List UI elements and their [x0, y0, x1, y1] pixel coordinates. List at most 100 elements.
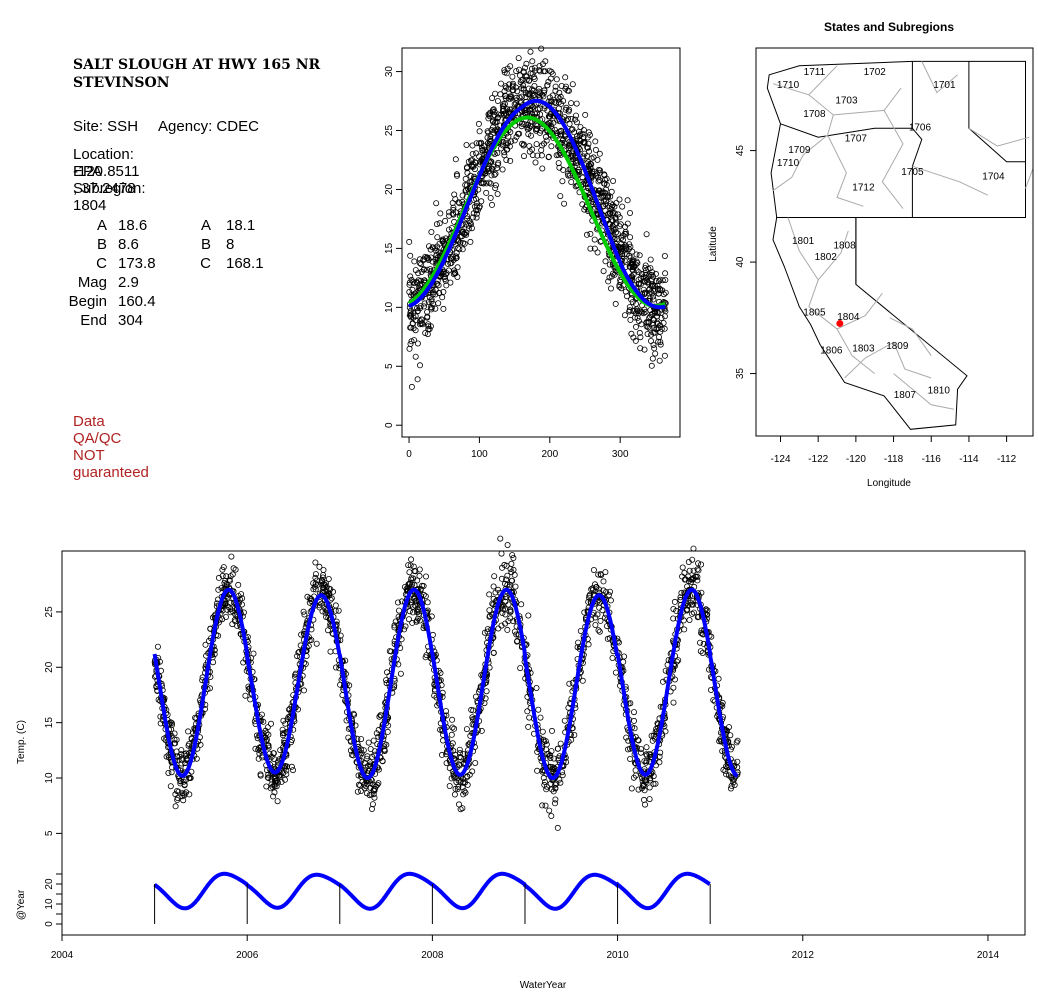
scatter-point	[609, 201, 616, 208]
scatter-point	[407, 273, 414, 280]
x-tick-label: 100	[471, 449, 488, 460]
scatter-point	[568, 178, 575, 185]
scatter-point	[476, 128, 483, 135]
scatter-point	[443, 282, 450, 289]
param-value: 8.6	[118, 236, 139, 253]
scatter-point	[555, 160, 562, 167]
scatter-point	[627, 316, 634, 323]
scatter-point	[515, 55, 522, 62]
scatter-point	[486, 179, 493, 186]
scatter-point	[429, 258, 436, 265]
scatter-point	[636, 252, 643, 259]
scatter-point	[556, 164, 563, 171]
scatter-point	[532, 159, 539, 166]
scatter-point	[534, 122, 541, 129]
scatter-point	[432, 305, 439, 312]
scatter-point	[436, 220, 443, 227]
scatter-point	[540, 68, 547, 75]
scatter-point	[437, 210, 444, 217]
scatter-point	[450, 204, 457, 211]
scatter-point	[521, 153, 528, 160]
scatter-point	[650, 341, 657, 348]
scatter-point	[489, 95, 496, 102]
scatter-point	[435, 289, 442, 296]
scatter-point	[566, 121, 573, 128]
y-tick-label: 25	[384, 125, 395, 137]
scatter-point	[494, 98, 501, 105]
param-label: C	[96, 255, 107, 272]
scatter-point	[662, 270, 669, 277]
scatter-point	[616, 196, 623, 203]
scatter-point	[526, 143, 533, 150]
scatter-point	[507, 157, 514, 164]
scatter-point	[557, 193, 564, 200]
scatter-point	[622, 288, 629, 295]
scatter-point	[439, 294, 446, 301]
scatter-point	[416, 362, 423, 369]
scatter-point	[606, 261, 613, 268]
scatter-point	[595, 178, 602, 185]
scatter-point	[469, 142, 476, 149]
scatter-point	[441, 240, 448, 247]
scatter-point	[636, 280, 643, 287]
scatter-point	[532, 67, 539, 74]
scatter-point	[657, 341, 664, 348]
scatter-point	[624, 197, 631, 204]
scatter-point	[602, 207, 609, 214]
scatter-point	[633, 251, 640, 258]
scatter-point	[565, 172, 572, 179]
param-label: C	[200, 255, 211, 272]
scatter-point	[416, 260, 423, 267]
scatter-point	[414, 376, 421, 383]
scatter-point	[454, 244, 461, 251]
scatter-point	[553, 130, 560, 137]
param-label: Begin	[68, 293, 107, 310]
scatter-point	[452, 196, 459, 203]
scatter-point	[459, 228, 466, 235]
scatter-point	[529, 58, 536, 65]
scatter-point	[534, 110, 541, 117]
scatter-point	[579, 201, 586, 208]
scatter-points	[406, 45, 669, 390]
scatter-point	[467, 238, 474, 245]
scatter-point	[614, 230, 621, 237]
scatter-point	[591, 236, 598, 243]
scatter-point	[462, 175, 469, 182]
scatter-point	[608, 188, 615, 195]
scatter-point	[473, 202, 480, 209]
scatter-point	[464, 169, 471, 176]
scatter-point	[508, 138, 515, 145]
scatter-point	[621, 312, 628, 319]
scatter-point	[643, 231, 650, 238]
scatter-point	[433, 280, 440, 287]
scatter-point	[527, 48, 534, 55]
scatter-point	[624, 220, 631, 227]
scatter-point	[637, 345, 644, 352]
scatter-point	[612, 300, 619, 307]
qa-note: Data QA/QC NOT guaranteed	[73, 413, 149, 481]
param-value: 18.1	[226, 217, 256, 234]
scatter-point	[544, 82, 551, 89]
scatter-point	[657, 276, 664, 283]
scatter-point	[406, 345, 413, 352]
scatter-point	[435, 300, 442, 307]
x-tick-label: 200	[541, 449, 558, 460]
scatter-point	[568, 153, 575, 160]
scatter-point	[584, 231, 591, 238]
y-tick-label: 0	[384, 422, 395, 428]
scatter-point	[552, 83, 559, 90]
scatter-point	[425, 323, 432, 330]
scatter-point	[473, 150, 480, 157]
y-tick-label: 5	[384, 363, 395, 369]
scatter-point	[592, 146, 599, 153]
site-agency-line: Site: SSH Agency: CDEC	[73, 118, 259, 135]
scatter-point	[435, 249, 442, 256]
scatter-point	[633, 323, 640, 330]
scatter-point	[649, 355, 656, 362]
scatter-point	[594, 156, 601, 163]
scatter-point	[483, 189, 490, 196]
param-label: Mag	[77, 274, 107, 291]
scatter-point	[569, 81, 576, 88]
scatter-point	[417, 303, 424, 310]
scatter-point	[442, 217, 449, 224]
